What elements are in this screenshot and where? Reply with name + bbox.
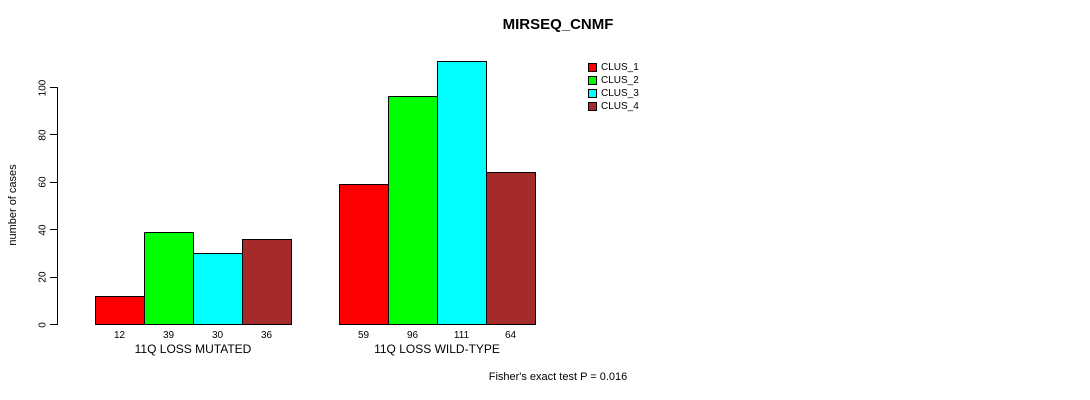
bar-clus_2-group1	[144, 231, 194, 325]
annotation-fisher-test: Fisher's exact test P = 0.016	[488, 371, 628, 383]
y-axis-tick	[50, 134, 57, 136]
legend-swatch-clus_4	[588, 102, 597, 111]
bar-value-label: 36	[260, 330, 273, 341]
y-axis-tick	[50, 181, 57, 183]
legend-label-clus_4: CLUS_4	[601, 101, 639, 112]
legend-label-clus_3: CLUS_3	[601, 88, 639, 99]
bar-clus_4-group1	[242, 238, 292, 325]
group-label: 11Q LOSS MUTATED	[134, 342, 252, 356]
bar-clus_3-group2	[437, 60, 487, 325]
bar-clus_1-group2	[339, 184, 389, 325]
bar-value-label: 39	[162, 330, 175, 341]
y-axis-tick	[50, 324, 57, 325]
bar-value-label: 64	[504, 330, 517, 341]
legend-label-clus_2: CLUS_2	[601, 75, 639, 86]
y-axis-tick	[50, 87, 57, 88]
y-axis-tick-label: 40	[37, 224, 49, 236]
chart-title: MIRSEQ_CNMF	[502, 16, 614, 33]
y-axis-tick-label: 0	[37, 321, 49, 328]
legend-swatch-clus_2	[588, 76, 597, 85]
group-label: 11Q LOSS WILD-TYPE	[374, 342, 500, 356]
y-axis-tick-label: 100	[37, 79, 49, 96]
y-axis-line	[57, 87, 58, 325]
bar-clus_4-group2	[486, 172, 536, 325]
legend-swatch-clus_3	[588, 89, 597, 98]
bar-value-label: 111	[453, 330, 470, 341]
bar-value-label: 59	[357, 330, 370, 341]
y-axis-tick-label: 60	[37, 176, 49, 188]
legend-label-clus_1: CLUS_1	[601, 62, 639, 73]
legend-swatch-clus_1	[588, 63, 597, 72]
bar-clus_1-group1	[95, 295, 145, 325]
y-axis-tick-label: 20	[37, 271, 49, 283]
bar-clus_3-group1	[193, 252, 243, 325]
y-axis-tick	[50, 229, 57, 231]
bar-value-label: 96	[406, 330, 419, 341]
y-axis-tick	[50, 276, 57, 278]
y-axis-label: number of cases	[7, 164, 19, 246]
y-axis-tick-label: 80	[37, 129, 49, 141]
bar-value-label: 12	[113, 330, 126, 341]
bar-value-label: 30	[211, 330, 224, 341]
bar-clus_2-group2	[388, 96, 438, 325]
